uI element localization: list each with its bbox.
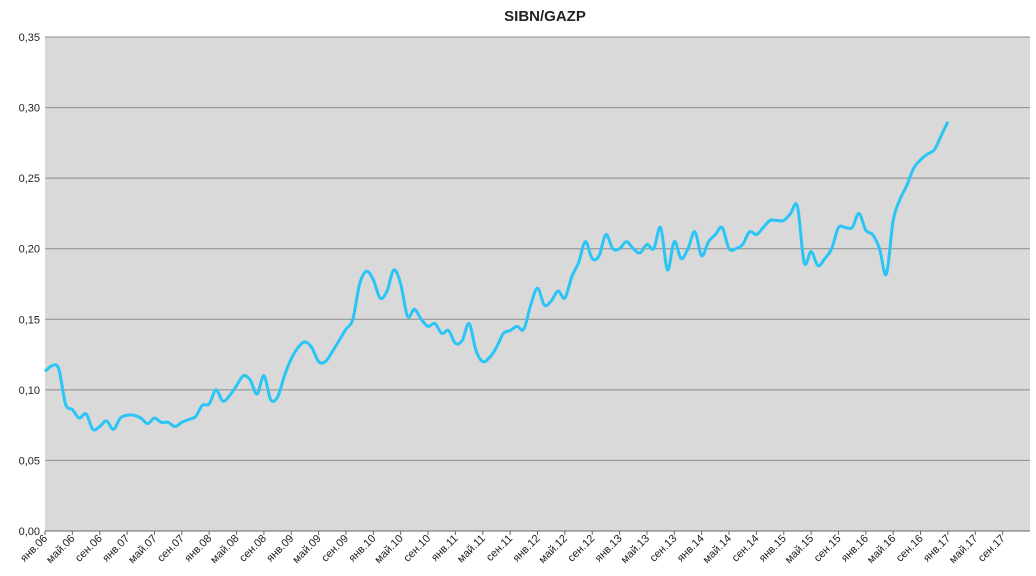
x-tick-label: сен.09 — [319, 533, 351, 565]
x-tick-label: сен.08 — [237, 533, 269, 565]
x-tick-label: сен.10 — [401, 533, 433, 565]
x-tick-label: май.09 — [290, 533, 323, 566]
x-tick-label: май.12 — [537, 533, 570, 566]
data-line — [43, 121, 950, 432]
x-tick-label: май.13 — [619, 533, 652, 566]
x-tick-label: май.08 — [208, 533, 241, 566]
x-tick-label: сен.14 — [730, 533, 762, 565]
y-tick-label: 0,25 — [19, 173, 40, 185]
x-tick-label: сен.12 — [566, 533, 598, 565]
x-tick-label: сен.07 — [155, 533, 187, 565]
y-tick-label: 0,30 — [19, 103, 40, 115]
x-tick-label: май.06 — [44, 533, 77, 566]
y-tick-label: 0,05 — [19, 455, 40, 467]
y-tick-label: 0,10 — [19, 385, 40, 397]
plot-area — [45, 37, 1030, 531]
y-tick-label: 0,20 — [19, 244, 40, 256]
x-tick-label: май.11 — [455, 533, 488, 566]
x-tick-label: сен.13 — [648, 533, 680, 565]
chart-title: SIBN/GAZP — [504, 8, 586, 25]
y-tick-label: 0,00 — [19, 526, 40, 538]
x-tick-label: сен.16 — [894, 533, 926, 565]
x-tick-label: янв.11 — [429, 533, 460, 564]
x-tick-label: май.17 — [947, 533, 980, 566]
x-tick-label: май.10 — [372, 533, 405, 566]
x-tick-label: май.16 — [865, 533, 898, 566]
y-tick-label: 0,15 — [19, 314, 40, 326]
x-tick-label: сен.15 — [812, 533, 844, 565]
x-tick-label: сен.06 — [73, 533, 105, 565]
x-tick-label: сен.11 — [484, 533, 515, 564]
x-tick-label: май.07 — [126, 533, 159, 566]
x-tick-label: май.15 — [783, 533, 816, 566]
x-tick-label: сен.17 — [976, 533, 1008, 565]
x-tick-label: май.14 — [701, 533, 734, 566]
y-tick-label: 0,35 — [19, 32, 40, 44]
